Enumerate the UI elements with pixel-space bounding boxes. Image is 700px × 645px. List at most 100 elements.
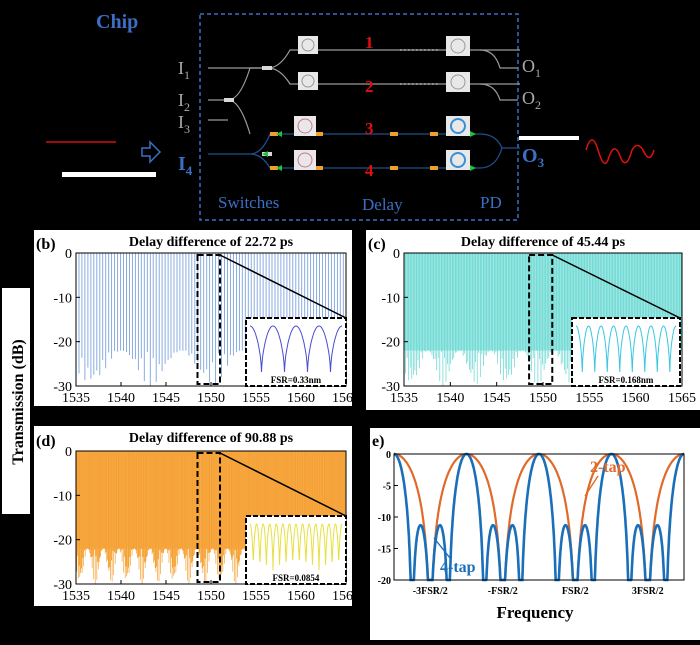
section-labels: Switches Delay PD — [218, 193, 502, 214]
panel-c: Delay difference of 45.44 ps (c) 0 -10 -20 -3… — [366, 230, 700, 410]
zoom-connector — [219, 452, 347, 517]
y-tick-label: -10 — [378, 513, 391, 524]
zoom-box — [196, 452, 221, 583]
inset-frame — [245, 515, 347, 585]
delay-dots — [400, 49, 440, 85]
x-tick-label: 3FSR/2 — [632, 586, 664, 597]
inset-frame — [245, 317, 347, 387]
green-markers — [262, 131, 476, 171]
x-tick-label: 1560 — [287, 391, 315, 406]
x-tick-label: 1555 — [242, 589, 270, 604]
panel-letter: (d) — [36, 433, 56, 450]
input-i2: I2 — [178, 90, 190, 114]
output-bar — [519, 136, 579, 140]
panel-letter: e) — [372, 433, 384, 450]
tap-number-4: 4 — [365, 161, 374, 180]
blue-path-couplers — [270, 132, 438, 170]
output-o1: O1 — [522, 56, 541, 80]
x-tick-label: 1565 — [332, 391, 360, 406]
input-i1: I1 — [178, 58, 190, 82]
x-tick-label: -FSR/2 — [488, 586, 518, 597]
y-tick-label: -20 — [378, 576, 391, 587]
x-tick-label: 1535 — [62, 589, 90, 604]
output-waveform — [585, 139, 655, 165]
tap-number-2: 2 — [365, 77, 374, 96]
waveguides-gray — [208, 49, 520, 135]
label-4-tap: 4-tap — [440, 559, 476, 576]
panel-letter: (c) — [368, 236, 386, 253]
y-tick-label: -20 — [53, 336, 72, 351]
y-tick-label: 0 — [65, 247, 72, 262]
y-tick-label: -30 — [53, 578, 72, 593]
x-tick-label: 1555 — [242, 391, 270, 406]
x-tick-label: 1535 — [62, 391, 90, 406]
x-tick-label: 1565 — [668, 391, 696, 406]
left-label: E — [92, 177, 101, 192]
section-label-delay: Delay — [362, 195, 403, 214]
ring-row-2 — [298, 72, 470, 92]
x-tick-label: 1540 — [107, 589, 135, 604]
panel-e: e)0 -5 -10 -15 -20 -3FSR/2 -FSR/2 FSR/2 3FSR/2 Fr… — [370, 428, 700, 640]
zoom-box — [528, 254, 554, 385]
x-tick-label: 1550 — [197, 589, 225, 604]
waveguides-blue — [208, 133, 520, 169]
x-axis-label: Frequency — [496, 603, 574, 622]
x-tick-label: 1560 — [287, 589, 315, 604]
inset-fsr-label: FSR=0.0854 — [273, 573, 320, 583]
x-tick-label: 1545 — [152, 391, 180, 406]
y-tick-label: -30 — [381, 380, 400, 395]
input-arrow-icon — [141, 140, 162, 164]
y-tick-label: -20 — [53, 534, 72, 549]
inset-trace — [575, 325, 677, 373]
x-tick-label: FSR/2 — [562, 586, 589, 597]
x-tick-label: -3FSR/2 — [413, 586, 448, 597]
x-tick-label: 1535 — [390, 391, 418, 406]
tap-number-1: 1 — [365, 33, 374, 52]
panel-b: Delay difference of 22.72 ps (b) 0 -10 -20 -3… — [34, 230, 360, 406]
output-o2: O2 — [522, 88, 541, 112]
inset-trace — [249, 523, 343, 571]
input-i4: I4 — [178, 153, 193, 178]
input-labels: I1 I2 I3 — [178, 58, 190, 136]
arrow-2-tap — [584, 475, 599, 497]
x-tick-label: 1545 — [152, 589, 180, 604]
panel-letter: (b) — [36, 236, 56, 253]
y-tick-label: -20 — [381, 336, 400, 351]
input-i3: I3 — [178, 112, 190, 136]
label-2-tap: 2-tap — [590, 459, 626, 476]
y-tick-label: 0 — [386, 450, 391, 461]
switch-couplers — [224, 66, 272, 156]
y-tick-label: -10 — [53, 489, 72, 504]
ring-row-1 — [298, 36, 470, 56]
ring-row-4 — [294, 150, 470, 170]
y-axis-label: Transmission (dB) — [10, 339, 27, 465]
x-tick-label: 1540 — [107, 391, 135, 406]
panel-title: Delay difference of 45.44 ps — [461, 235, 626, 250]
zoom-connector — [551, 254, 681, 319]
y-tick-label: 0 — [393, 247, 400, 262]
zoom-box — [196, 254, 221, 385]
y-tick-label: -15 — [378, 545, 391, 556]
tap-number-3: 3 — [365, 119, 374, 138]
panel-title: Delay difference of 22.72 ps — [129, 235, 294, 250]
zoom-connector — [219, 254, 347, 319]
panel-d: Delay difference of 90.88 ps (d) 0 -10 -20 -3… — [34, 426, 360, 606]
y-tick-label: -10 — [53, 291, 72, 306]
delay-rings — [294, 36, 470, 170]
chip-schematic: Chip I1 I2 I3 I4 O1 O2 O3 E — [46, 11, 655, 221]
x-tick-label: 1550 — [197, 391, 225, 406]
x-tick-label: 1545 — [483, 391, 511, 406]
inset-fsr-label: FSR=0.168nm — [599, 375, 654, 385]
x-tick-label: 1555 — [575, 391, 603, 406]
y-tick-label: -5 — [383, 482, 391, 493]
tap-numbers: 1 2 3 4 — [365, 33, 374, 180]
arrow-4-tap — [433, 537, 451, 559]
x-tick-label: 1550 — [529, 391, 557, 406]
inset-fsr-label: FSR=0.33nm — [271, 375, 322, 385]
ring-row-3 — [294, 116, 470, 136]
section-label-pd: PD — [480, 193, 502, 212]
y-tick-label: -30 — [53, 380, 72, 395]
output-o3: O3 — [522, 145, 545, 170]
chip-boundary — [199, 13, 519, 221]
